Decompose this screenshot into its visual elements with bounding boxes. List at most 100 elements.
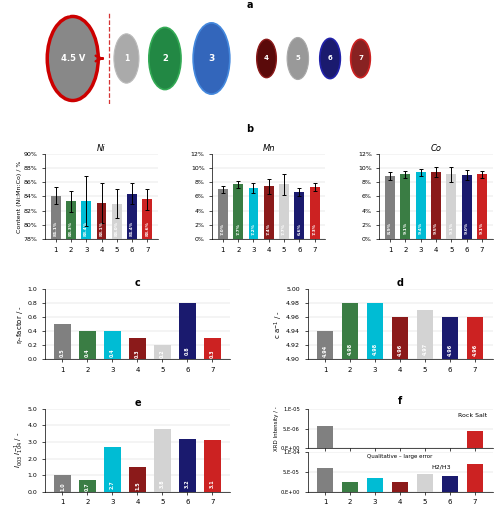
Bar bbox=[417, 474, 433, 492]
Bar bbox=[462, 175, 471, 239]
Text: H2/H3: H2/H3 bbox=[431, 465, 450, 470]
Bar bbox=[367, 478, 383, 492]
Text: 200 μm: 200 μm bbox=[46, 12, 70, 17]
Title: Ni: Ni bbox=[97, 144, 106, 153]
Text: f: f bbox=[398, 396, 402, 407]
Text: Qualitative – large error: Qualitative – large error bbox=[368, 454, 432, 459]
Text: 1: 1 bbox=[124, 54, 129, 63]
Text: b: b bbox=[246, 124, 254, 134]
Text: 2.7: 2.7 bbox=[110, 480, 115, 489]
Bar bbox=[442, 317, 458, 359]
Text: 9.0%: 9.0% bbox=[464, 222, 468, 234]
Text: 9.1%: 9.1% bbox=[450, 222, 454, 234]
Text: 7.4%: 7.4% bbox=[266, 223, 270, 235]
Bar bbox=[142, 199, 152, 239]
Text: 0.4: 0.4 bbox=[85, 349, 90, 357]
Ellipse shape bbox=[193, 23, 230, 94]
Text: 4.96: 4.96 bbox=[398, 344, 402, 356]
Bar bbox=[317, 331, 333, 359]
Bar bbox=[342, 303, 358, 359]
Text: 9.4%: 9.4% bbox=[418, 222, 422, 234]
Bar bbox=[248, 188, 258, 239]
Y-axis label: XRD Intensity / -: XRD Intensity / - bbox=[274, 406, 279, 451]
Bar bbox=[417, 447, 433, 448]
Bar bbox=[96, 203, 106, 239]
Text: 83.4%: 83.4% bbox=[84, 221, 88, 236]
Bar bbox=[82, 201, 91, 239]
Bar bbox=[467, 431, 483, 448]
Bar bbox=[204, 338, 220, 359]
Text: 7.7%: 7.7% bbox=[282, 223, 286, 235]
Text: 2: 2 bbox=[162, 54, 168, 63]
Text: 0.2: 0.2 bbox=[160, 350, 165, 358]
Text: 9.1%: 9.1% bbox=[404, 222, 407, 234]
Text: 6.6%: 6.6% bbox=[298, 223, 302, 236]
Y-axis label: Content (Ni:Mn:Co) / %: Content (Ni:Mn:Co) / % bbox=[17, 160, 22, 232]
Bar bbox=[154, 429, 170, 492]
Bar bbox=[294, 192, 304, 239]
Title: c: c bbox=[134, 278, 140, 288]
Text: 4.94: 4.94 bbox=[322, 345, 328, 357]
Bar bbox=[112, 204, 122, 239]
Bar bbox=[392, 447, 408, 448]
Ellipse shape bbox=[287, 37, 308, 79]
Text: 7.3%: 7.3% bbox=[312, 223, 316, 235]
Ellipse shape bbox=[320, 38, 340, 79]
Text: 84.4%: 84.4% bbox=[130, 220, 134, 236]
Bar bbox=[130, 467, 146, 492]
Text: 0.8: 0.8 bbox=[185, 346, 190, 355]
Bar bbox=[218, 189, 228, 239]
Title: Co: Co bbox=[430, 144, 442, 153]
Text: 7.2%: 7.2% bbox=[252, 223, 256, 235]
Bar bbox=[54, 324, 70, 359]
Bar bbox=[442, 447, 458, 448]
Bar bbox=[317, 426, 333, 448]
Bar bbox=[392, 317, 408, 359]
Bar bbox=[446, 175, 456, 239]
Text: 4.98: 4.98 bbox=[348, 343, 352, 355]
Text: 83.0%: 83.0% bbox=[115, 221, 119, 237]
Text: 3.1: 3.1 bbox=[210, 480, 215, 488]
Text: 4.96: 4.96 bbox=[448, 344, 452, 356]
Text: 6: 6 bbox=[328, 55, 332, 61]
Title: e: e bbox=[134, 398, 141, 408]
Bar bbox=[180, 439, 196, 492]
Text: 4.96: 4.96 bbox=[472, 344, 478, 356]
Text: Rock Salt: Rock Salt bbox=[458, 413, 487, 418]
Ellipse shape bbox=[149, 28, 181, 90]
Text: 7.7%: 7.7% bbox=[236, 223, 240, 235]
Text: 9.1%: 9.1% bbox=[480, 222, 484, 234]
Bar bbox=[477, 175, 487, 239]
Text: 4.5 V: 4.5 V bbox=[60, 54, 85, 63]
Bar bbox=[264, 186, 274, 239]
Text: 3: 3 bbox=[208, 54, 214, 63]
Text: 84.1%: 84.1% bbox=[54, 221, 58, 236]
Bar bbox=[50, 196, 60, 239]
Bar bbox=[385, 176, 395, 239]
Text: Single particles: Single particles bbox=[322, 14, 376, 20]
Ellipse shape bbox=[350, 39, 370, 78]
Y-axis label: c a$^{-1}$ / -: c a$^{-1}$ / - bbox=[272, 310, 284, 338]
Bar bbox=[54, 475, 70, 492]
Text: 4.98: 4.98 bbox=[372, 343, 378, 355]
Bar bbox=[367, 303, 383, 359]
Bar bbox=[204, 440, 220, 492]
Ellipse shape bbox=[114, 34, 139, 83]
Bar bbox=[431, 172, 441, 239]
Text: 7.0%: 7.0% bbox=[221, 223, 225, 235]
Y-axis label: $I_{003}$ $I_{104}^{-1}$ / -: $I_{003}$ $I_{104}^{-1}$ / - bbox=[13, 432, 26, 468]
Bar bbox=[392, 482, 408, 492]
Bar bbox=[279, 184, 289, 239]
Bar bbox=[342, 482, 358, 492]
Bar bbox=[180, 303, 196, 359]
Text: 1.5: 1.5 bbox=[135, 481, 140, 490]
Text: 83.3%: 83.3% bbox=[69, 221, 73, 236]
Title: Mn: Mn bbox=[262, 144, 275, 153]
Text: 8.9%: 8.9% bbox=[388, 222, 392, 234]
Bar bbox=[417, 310, 433, 359]
Bar bbox=[367, 447, 383, 448]
Bar bbox=[130, 338, 146, 359]
Text: 1.0: 1.0 bbox=[60, 482, 65, 490]
Text: 7: 7 bbox=[358, 55, 363, 61]
Text: 0.4: 0.4 bbox=[110, 349, 115, 357]
